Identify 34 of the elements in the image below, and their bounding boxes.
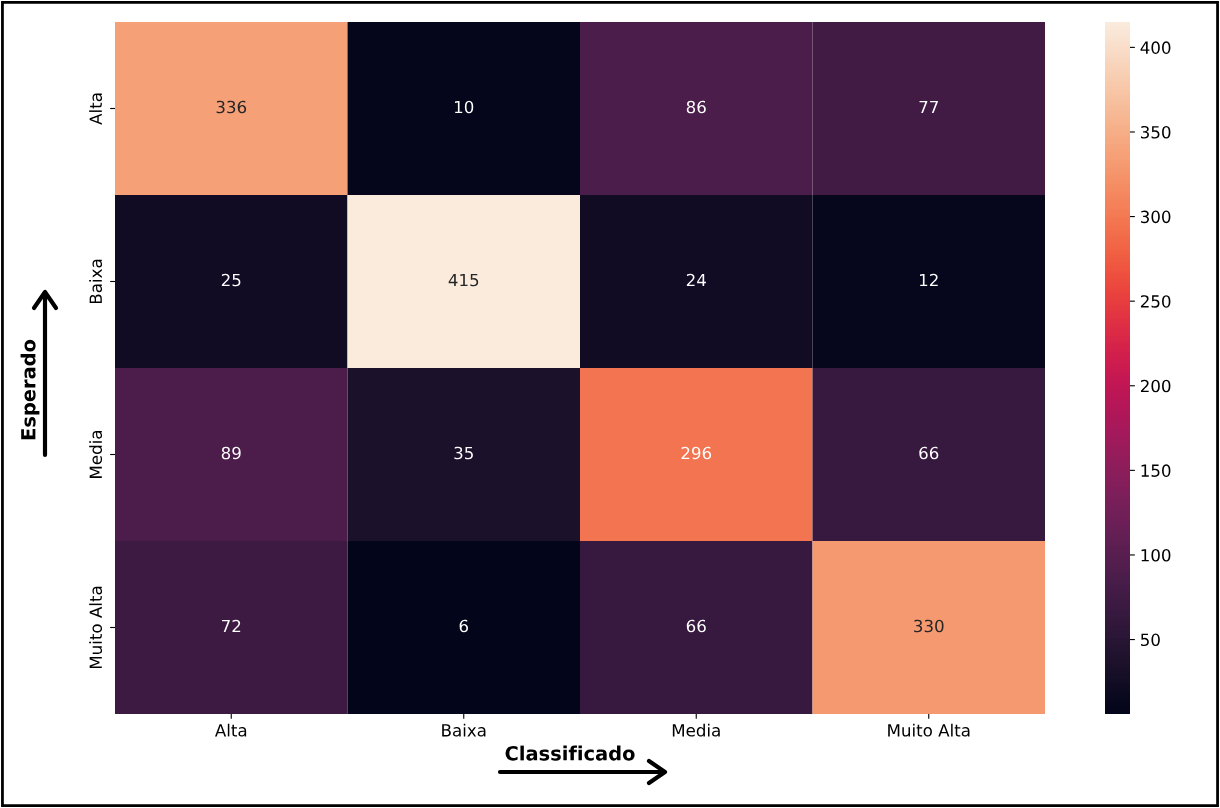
y-axis-title: Esperado bbox=[20, 339, 40, 440]
y-tick-label: Muito Alta bbox=[89, 586, 103, 669]
data-label: 330 bbox=[914, 619, 944, 633]
x-tick-label: Baixa bbox=[442, 723, 486, 737]
data-label: 66 bbox=[919, 446, 939, 460]
x-axis-title: Classificado bbox=[505, 745, 635, 761]
data-label: 336 bbox=[216, 100, 247, 114]
data-label: 296 bbox=[681, 446, 712, 460]
data-label: 12 bbox=[919, 273, 938, 287]
data-label: 25 bbox=[221, 273, 241, 287]
y-tick-label: Baixa bbox=[89, 259, 103, 304]
data-label: 89 bbox=[221, 446, 241, 460]
data-label: 10 bbox=[454, 100, 474, 114]
data-label: 35 bbox=[454, 446, 473, 460]
data-label: 24 bbox=[686, 273, 706, 287]
data-label: 72 bbox=[222, 619, 241, 633]
data-label: 77 bbox=[919, 100, 938, 114]
x-tick-label: Alta bbox=[214, 723, 247, 737]
color-bar-label: 50 bbox=[1141, 633, 1160, 647]
x-tick-label: Media bbox=[672, 723, 720, 737]
y-tick-label: Alta bbox=[89, 93, 103, 125]
y-tick-label: Media bbox=[89, 430, 103, 478]
color-bar-label: 250 bbox=[1140, 295, 1171, 308]
color-bar-label: 300 bbox=[1140, 210, 1171, 224]
data-label: 415 bbox=[448, 273, 479, 287]
x-tick-label: Muito Alta bbox=[888, 723, 970, 737]
color-bar-label: 400 bbox=[1140, 41, 1171, 54]
color-bar-label: 150 bbox=[1141, 464, 1171, 477]
data-label: 66 bbox=[686, 619, 706, 633]
color-bar-label: 200 bbox=[1140, 379, 1171, 393]
color-bar-label: 350 bbox=[1140, 125, 1171, 139]
data-label: 6 bbox=[459, 619, 468, 633]
data-label: 86 bbox=[686, 100, 706, 114]
color-bar-label: 100 bbox=[1141, 548, 1171, 562]
